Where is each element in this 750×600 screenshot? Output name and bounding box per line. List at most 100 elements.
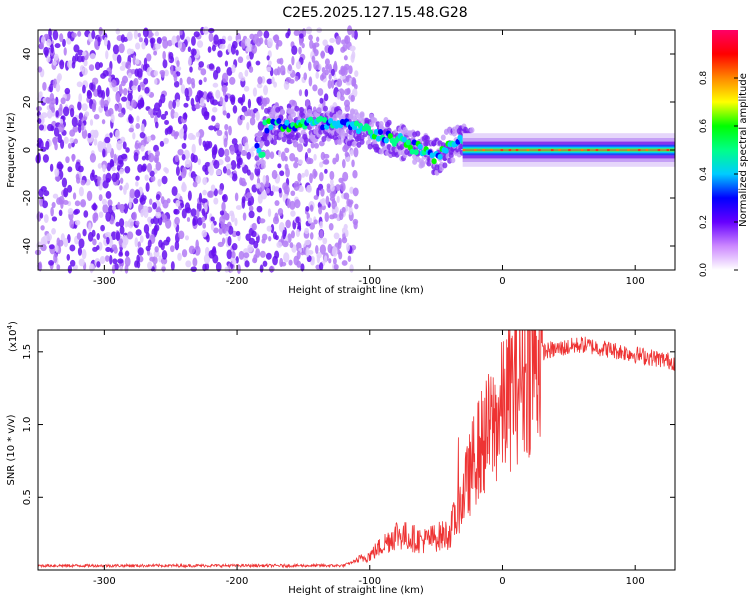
heatmap-cell: [264, 149, 271, 160]
heatmap-cell: [104, 109, 112, 117]
heatmap-cell: [190, 97, 195, 107]
heatmap-cell: [235, 230, 241, 237]
heatmap-cell: [350, 149, 354, 157]
heatmap-cell: [80, 179, 86, 186]
heatmap-cell: [48, 244, 55, 250]
heatmap-cell: [324, 58, 330, 66]
heatmap-cell: [100, 98, 105, 109]
heatmap-cell: [274, 212, 279, 222]
heatmap-cell: [352, 187, 359, 197]
heatmap-cell: [139, 197, 146, 205]
heatmap-cell: [59, 33, 64, 43]
heatmap-cell: [69, 107, 75, 118]
heatmap-cell: [213, 159, 220, 170]
heatmap-cell: [215, 122, 220, 129]
heatmap-cell: [325, 195, 330, 206]
heatmap-cell: [204, 202, 208, 213]
heatmap-cell: [246, 122, 250, 131]
heatmap-cell: [168, 52, 174, 60]
heatmap-cell: [45, 34, 50, 40]
heatmap-cell: [207, 165, 212, 173]
heatmap-cell: [118, 43, 125, 54]
heatmap-cell: [164, 168, 169, 174]
heatmap-cell: [229, 76, 236, 85]
heatmap-cell: [278, 221, 285, 233]
heatmap-cell: [288, 259, 293, 266]
heatmap-cell: [352, 169, 358, 179]
heatmap-cell: [89, 153, 97, 163]
heatmap-cell: [255, 60, 261, 66]
heatmap-cell: [231, 230, 238, 238]
heatmap-cell: [219, 38, 226, 45]
heatmap-cell: [192, 181, 198, 188]
heatmap-cell: [291, 134, 297, 141]
heatmap-cell: [293, 161, 299, 169]
heatmap-cell: [39, 197, 44, 207]
heatmap-cell: [339, 74, 346, 80]
heatmap-cell: [87, 132, 92, 139]
heatmap-cell: [173, 111, 179, 119]
heatmap-cell: [201, 208, 206, 217]
heatmap-cell: [134, 237, 139, 248]
heatmap-cell: [115, 91, 121, 102]
heatmap-cell: [127, 218, 134, 229]
heatmap-cell: [77, 124, 82, 134]
heatmap-cell: [81, 55, 85, 63]
heatmap-cell: [224, 94, 229, 103]
heatmap-cell: [337, 110, 343, 117]
heatmap-cell: [94, 129, 99, 139]
heatmap-cell: [121, 96, 128, 102]
heatmap-cell: [125, 61, 132, 70]
heatmap-cell: [117, 112, 125, 118]
heatmap-cell: [80, 199, 87, 208]
heatmap-cell: [279, 170, 285, 177]
heatmap-cell: [141, 41, 146, 50]
heatmap-cell: [94, 39, 99, 50]
heatmap-cell: [196, 208, 200, 218]
heatmap-cell: [284, 119, 290, 126]
heatmap-cell: [336, 195, 340, 204]
heatmap-cell: [437, 153, 443, 160]
heatmap-cell: [264, 127, 270, 134]
heatmap-cell: [246, 109, 252, 117]
heatmap-cell: [131, 211, 137, 221]
heatmap-cell: [56, 264, 61, 271]
heatmap-cell: [106, 236, 110, 245]
heatmap-cell: [411, 139, 417, 146]
heatmap-cell: [46, 55, 51, 63]
heatmap-cell: [155, 194, 161, 201]
heatmap-cell: [162, 59, 168, 69]
heatmap-cell: [243, 85, 250, 92]
heatmap-cell: [222, 166, 228, 174]
heatmap-cell: [259, 250, 266, 258]
heatmap-cell: [96, 261, 101, 268]
heatmap-cell: [82, 84, 86, 94]
heatmap-cell: [176, 35, 181, 43]
heatmap-cell: [117, 201, 121, 210]
spectrogram-x-ticks: -300 -200 -100 0 100: [93, 30, 645, 287]
heatmap-cell: [96, 232, 100, 241]
heatmap-cell: [328, 223, 334, 231]
heatmap-cell: [294, 156, 299, 163]
heatmap-cell: [88, 64, 95, 72]
heatmap-cell: [266, 66, 272, 72]
heatmap-cell: [246, 169, 251, 176]
heatmap-cell: [298, 159, 304, 165]
heatmap-cell: [181, 142, 187, 150]
heatmap-cell: [51, 201, 56, 209]
heatmap-cell: [69, 129, 76, 137]
heatmap-cell: [71, 116, 78, 127]
heatmap-cell: [153, 78, 158, 85]
heatmap-cell: [119, 65, 126, 71]
heatmap-cell: [86, 190, 93, 202]
heatmap-cell: [289, 79, 295, 84]
heatmap-cell: [330, 183, 335, 192]
heatmap-cell: [195, 239, 199, 250]
heatmap-cell: [60, 97, 66, 105]
heatmap-cell: [314, 112, 320, 119]
heatmap-cell: [316, 254, 321, 264]
heatmap-cell: [354, 70, 359, 77]
heatmap-cell: [140, 208, 146, 216]
heatmap-cell: [359, 112, 365, 119]
